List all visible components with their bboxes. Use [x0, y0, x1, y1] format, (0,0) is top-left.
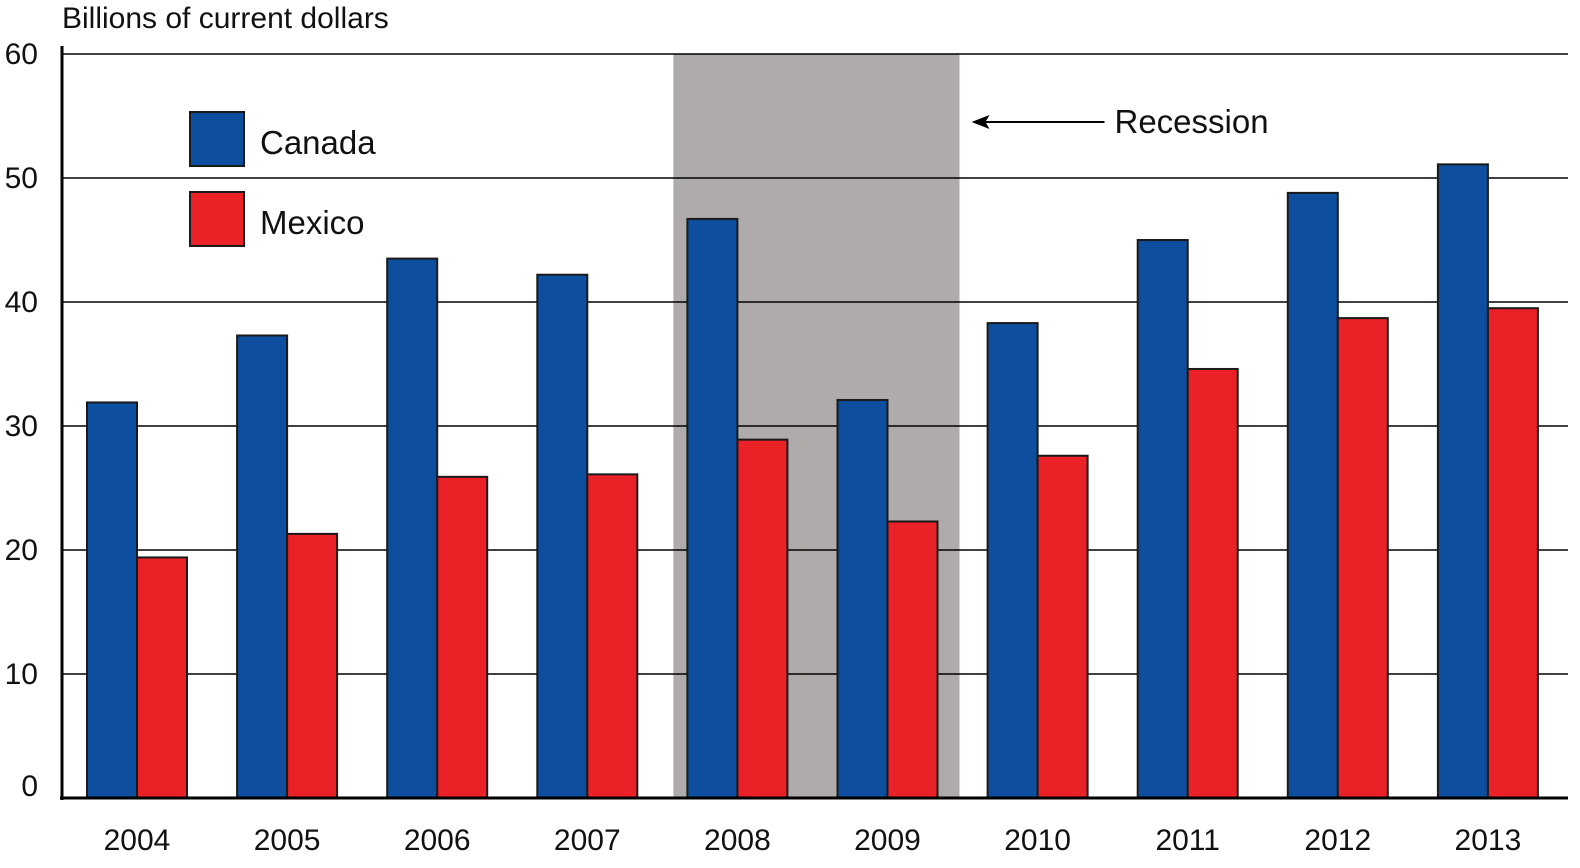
y-tick-label: 20: [5, 534, 38, 567]
y-tick-label: 50: [5, 162, 38, 195]
bar-canada-2010: [986, 322, 1039, 799]
bar-mexico-2012: [1336, 317, 1389, 799]
bar-canada-2008: [686, 217, 739, 800]
bar-mexico-2010: [1036, 454, 1089, 799]
bar-canada-2007: [536, 273, 589, 800]
legend-label-canada: Canada: [260, 124, 376, 161]
x-tick-label: 2007: [554, 824, 621, 857]
bar-mexico-2006: [436, 475, 489, 799]
tick-labels: 0 10 20 30 40 50 60 2004 2005 2006 2007 2008 2009 201…: [5, 38, 1522, 857]
bar-mexico-2008: [736, 438, 789, 799]
bar-mexico-2004: [136, 556, 188, 799]
bar-canada-2004: [86, 401, 138, 799]
bar-mexico-2013: [1486, 307, 1539, 799]
y-axis-title: Billions of current dollars: [62, 2, 389, 35]
legend-swatch-mexico: [189, 191, 245, 247]
bar-mexico-2005: [286, 532, 339, 799]
y-tick-label: 10: [5, 658, 38, 691]
y-tick-label: 40: [5, 286, 38, 319]
x-tick-label: 2008: [704, 824, 771, 857]
bar-canada-2009: [836, 398, 889, 799]
x-tick-label: 2013: [1455, 824, 1522, 857]
x-tick-label: 2004: [104, 824, 171, 857]
recession-arrow-icon: [971, 115, 990, 129]
x-tick-label: 2012: [1304, 824, 1371, 857]
bar-mexico-2007: [586, 473, 639, 799]
x-tick-label: 2010: [1004, 824, 1071, 857]
axes: [60, 46, 1568, 800]
legend-label-mexico: Mexico: [260, 204, 365, 241]
legend-swatch-canada: [189, 111, 245, 167]
y-tick-label: 0: [21, 770, 38, 803]
bar-canada-2012: [1286, 191, 1339, 799]
bars: [86, 163, 1539, 800]
recession-label: Recession: [1115, 103, 1269, 140]
legend: Canada Mexico: [189, 111, 376, 247]
bar-canada-2006: [386, 257, 439, 800]
x-tick-label: 2005: [254, 824, 321, 857]
bar-canada-2005: [236, 334, 289, 799]
bar-mexico-2009: [886, 520, 939, 799]
x-tick-label: 2011: [1155, 824, 1220, 857]
x-tick-label: 2009: [854, 824, 921, 857]
recession-annotation: Recession: [971, 103, 1269, 140]
bar-canada-2013: [1436, 163, 1489, 800]
bar-mexico-2011: [1186, 367, 1239, 799]
x-tick-label: 2006: [404, 824, 471, 857]
bar-canada-2011: [1136, 239, 1189, 799]
y-tick-label: 60: [5, 38, 38, 71]
y-tick-label: 30: [5, 410, 38, 443]
